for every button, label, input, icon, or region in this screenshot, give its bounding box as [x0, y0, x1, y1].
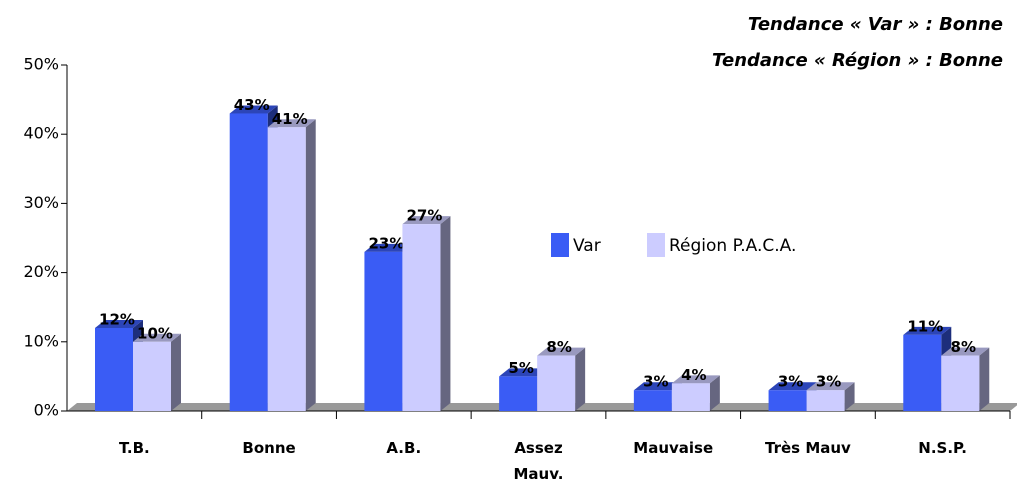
bar-top	[633, 382, 682, 391]
bar-side	[305, 119, 316, 411]
bar	[267, 127, 306, 411]
bar	[229, 113, 268, 411]
bar	[364, 251, 403, 411]
bar	[671, 383, 710, 411]
bar-top	[267, 119, 316, 128]
x-tick-label: Bonne	[242, 439, 296, 457]
x-tick-label: T.B.	[118, 439, 150, 457]
value-label: 3%	[778, 373, 803, 391]
bar-side	[844, 382, 855, 411]
x-tick-label: N.S.P.	[918, 439, 967, 457]
y-tick-label: 0%	[34, 401, 59, 420]
bar-top	[903, 326, 952, 335]
bar-side	[440, 216, 451, 411]
bar-side	[575, 347, 586, 411]
bar	[499, 376, 538, 411]
value-label: 41%	[272, 110, 308, 128]
y-tick-label: 30%	[23, 193, 59, 212]
bar-side	[709, 375, 720, 411]
bar-top	[806, 382, 855, 391]
value-label: 3%	[643, 373, 668, 391]
value-label: 10%	[137, 324, 173, 342]
y-tick-label: 40%	[23, 124, 59, 143]
value-label: 8%	[951, 338, 976, 356]
annotation: Tendance « Var » : Bonne	[747, 14, 1003, 35]
bar	[768, 390, 807, 411]
bar	[633, 390, 672, 411]
legend-swatch	[551, 233, 569, 257]
value-label: 43%	[234, 96, 270, 114]
x-tick-label: A.B.	[386, 439, 422, 457]
bar-top	[229, 105, 278, 114]
bar-top	[671, 375, 720, 384]
legend-swatch	[647, 233, 665, 257]
y-tick-label: 20%	[23, 262, 59, 281]
value-label: 4%	[681, 366, 706, 384]
bar-top	[133, 333, 181, 342]
bar-top	[768, 382, 817, 391]
value-label: 3%	[816, 373, 841, 391]
bar-side	[171, 333, 181, 411]
bar	[806, 390, 845, 411]
bar-top	[402, 216, 451, 225]
bar	[95, 327, 133, 411]
value-label: 12%	[99, 310, 135, 328]
bar-top	[941, 347, 990, 356]
bar-top	[364, 243, 413, 252]
bar	[537, 355, 576, 411]
legend-label: Var	[573, 236, 601, 256]
bar-side	[979, 347, 990, 411]
bar	[133, 341, 171, 411]
value-label: 8%	[546, 338, 571, 356]
value-label: 11%	[907, 317, 943, 335]
value-label: 5%	[508, 359, 533, 377]
annotation: Tendance « Région » : Bonne	[712, 50, 1003, 71]
y-tick-label: 50%	[23, 55, 59, 74]
bar	[402, 224, 441, 411]
bar-top	[499, 368, 548, 377]
legend-label: Région P.A.C.A.	[669, 236, 796, 256]
x-tick-label: Très Mauv	[765, 439, 851, 457]
value-label: 27%	[406, 207, 442, 225]
value-label: 23%	[368, 234, 404, 252]
bar	[941, 355, 980, 411]
bar-top	[95, 319, 143, 328]
x-tick-label: Mauvaise	[633, 439, 714, 457]
x-tick-label: Assez Mauv.	[513, 439, 564, 483]
y-tick-label: 10%	[23, 331, 59, 350]
bar	[903, 334, 942, 411]
bar-top	[537, 347, 586, 356]
